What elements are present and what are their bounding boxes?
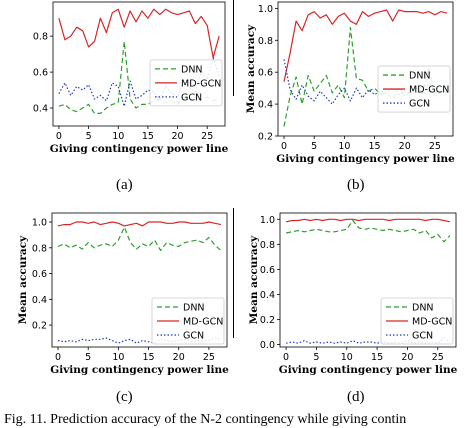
legend: DNN MD-GCN GCN: [377, 65, 451, 113]
y-tick-label: 0.6: [258, 68, 273, 79]
subfig-label-c: (c): [116, 389, 133, 405]
plot-area-frame: [277, 1, 454, 137]
y-tick-label: 0.4: [33, 104, 48, 115]
legend-label: GCN: [181, 92, 202, 103]
x-axis-label: Giving contingency power line: [50, 143, 229, 155]
x-tick-label: 5: [86, 131, 92, 142]
y-axis-label: Mean accuracy: [248, 235, 260, 324]
series-line-md-gcn: [283, 9, 448, 82]
chart-panel-2: 0 5 10 15 20 25 0.2 0.4 0.6 0.8 1.0 Giving continge…: [17, 212, 229, 376]
panel-divider-bottom: [233, 208, 234, 338]
legend-box: [151, 297, 225, 345]
y-tick-label: 0.4: [260, 290, 275, 301]
x-tick-label: 25: [432, 352, 444, 363]
plot-area-frame: [279, 212, 457, 348]
y-tick-label: 0.2: [32, 321, 47, 332]
legend-label: MD-GCN: [412, 317, 452, 328]
y-tick-label: 0.8: [33, 32, 48, 43]
figure-caption: Fig. 11. Prediction accuracy of the N-2 …: [4, 412, 407, 427]
y-tick-label: 1.0: [258, 4, 273, 15]
x-tick-label: 15: [143, 352, 155, 363]
x-tick-label: 0: [283, 352, 289, 363]
series-line-dnn: [57, 226, 222, 251]
y-tick-label: 0.8: [258, 36, 273, 47]
legend-label: DNN: [409, 71, 431, 82]
chart-panel-0: 0 5 10 15 20 25 0.4 0.6 0.8 Giving contingency po…: [33, 1, 229, 155]
panel-divider-top: [233, 0, 234, 96]
x-tick-label: 15: [371, 352, 383, 363]
y-tick-label: 0.8: [32, 243, 47, 254]
x-tick-label: 5: [313, 352, 319, 363]
plot-area-frame: [52, 1, 226, 127]
legend-box: [380, 297, 454, 345]
x-tick-label: 20: [401, 352, 413, 363]
series-line-dnn: [285, 219, 451, 243]
legend: DNN MD-GCN GCN: [151, 297, 225, 345]
x-axis-label: Giving contingency power line: [276, 153, 455, 165]
legend-label: MD-GCN: [183, 317, 223, 328]
x-tick-label: 5: [311, 141, 317, 152]
x-tick-label: 25: [203, 352, 215, 363]
y-tick-label: 1.0: [32, 218, 47, 229]
legend-label: DNN: [181, 64, 203, 75]
legend-label: GCN: [409, 99, 430, 110]
legend: DNN MD-GCN GCN: [149, 59, 223, 107]
subfig-label-a: (a): [116, 177, 133, 193]
subfig-label-b: (b): [347, 177, 365, 193]
legend: DNN MD-GCN GCN: [380, 297, 454, 345]
x-tick-label: 25: [201, 131, 213, 142]
x-tick-label: 10: [341, 352, 353, 363]
x-tick-label: 10: [112, 352, 124, 363]
subfig-label-d: (d): [347, 389, 365, 405]
y-tick-label: 0.6: [33, 68, 48, 79]
legend-label: MD-GCN: [409, 85, 449, 96]
legend-box: [149, 59, 223, 107]
y-tick-label: 0.2: [258, 132, 273, 143]
chart-panel-3: 0 5 10 15 20 25 0.0 0.2 0.4 0.6 0.8 1.0 Giving conti…: [248, 212, 458, 376]
x-tick-label: 0: [55, 352, 61, 363]
chart-panel-1: 0 5 10 15 20 25 0.2 0.4 0.6 0.8 1.0 Giving continge…: [245, 1, 455, 165]
x-tick-label: 15: [369, 141, 381, 152]
x-tick-label: 10: [338, 141, 350, 152]
y-tick-label: 0.6: [260, 265, 275, 276]
legend-label: GCN: [183, 331, 204, 342]
legend-label: GCN: [412, 331, 433, 342]
y-tick-label: 0.6: [32, 269, 47, 280]
x-axis-label: Giving contingency power line: [50, 364, 229, 376]
x-axis-label: Giving contingency power line: [279, 364, 458, 376]
series-line-gcn: [57, 337, 222, 344]
y-tick-label: 1.0: [260, 215, 275, 226]
series-line-md-gcn: [58, 8, 220, 59]
y-axis-label: Mean accuracy: [17, 235, 29, 324]
x-tick-label: 0: [281, 141, 287, 152]
legend-label: DNN: [412, 303, 434, 314]
x-tick-label: 20: [172, 131, 184, 142]
legend-box: [377, 65, 451, 113]
legend-label: DNN: [183, 303, 205, 314]
x-tick-label: 20: [173, 352, 185, 363]
series-line-md-gcn: [57, 221, 222, 227]
x-tick-label: 10: [112, 131, 124, 142]
x-tick-label: 0: [56, 131, 62, 142]
legend-label: MD-GCN: [181, 78, 221, 89]
y-tick-label: 0.4: [32, 295, 47, 306]
y-tick-label: 0.4: [258, 100, 273, 111]
y-tick-label: 0.8: [260, 240, 275, 251]
x-tick-label: 20: [399, 141, 411, 152]
x-tick-label: 15: [142, 131, 154, 142]
y-tick-label: 0.0: [260, 340, 275, 351]
y-axis-label: Mean accuracy: [245, 24, 257, 113]
x-tick-label: 25: [429, 141, 441, 152]
plot-area-frame: [51, 212, 228, 348]
y-tick-label: 0.2: [260, 315, 275, 326]
x-tick-label: 5: [85, 352, 91, 363]
series-line-md-gcn: [285, 218, 451, 223]
